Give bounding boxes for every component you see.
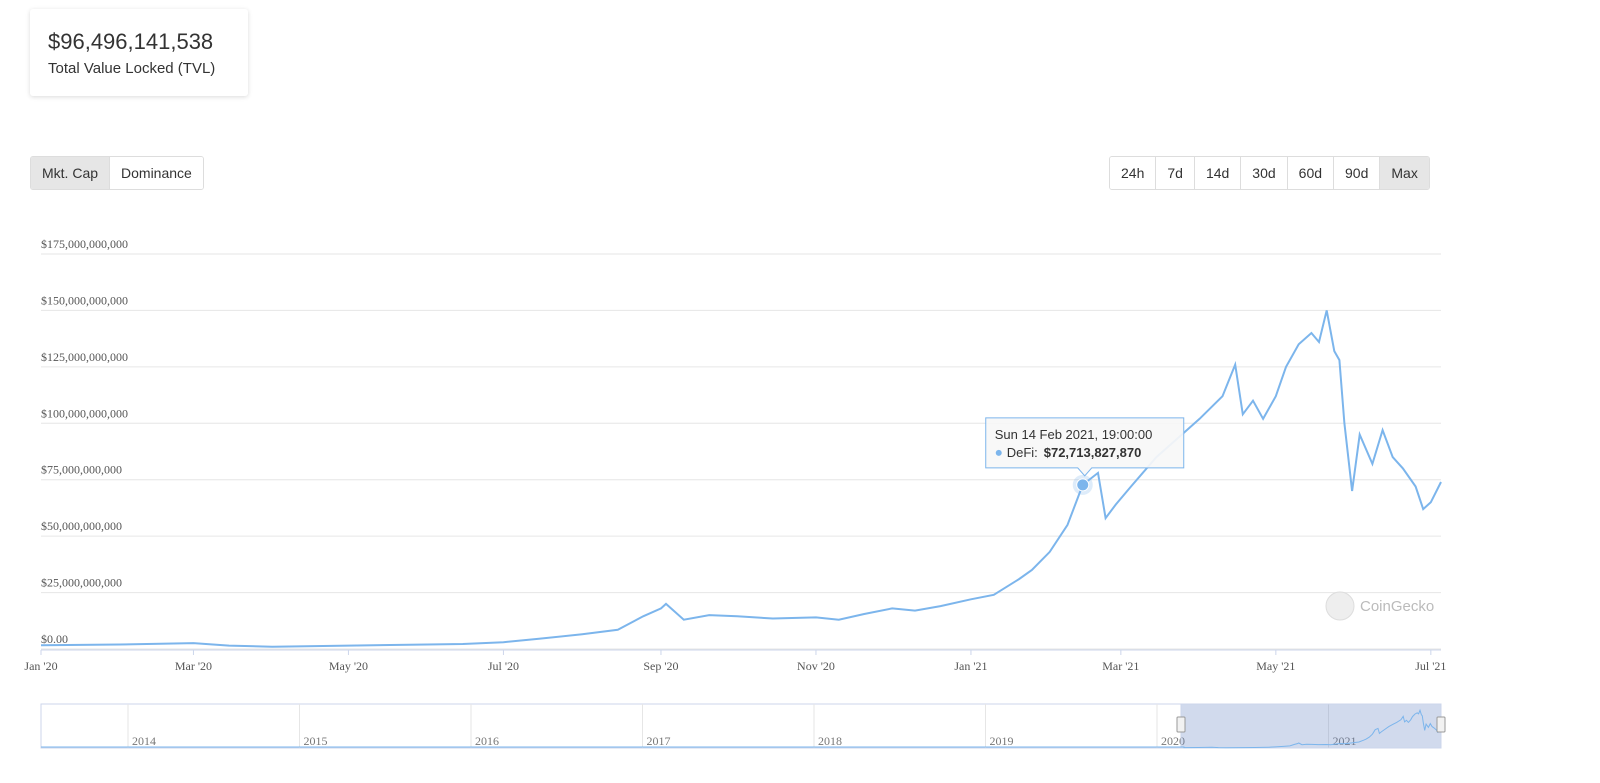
navigator-line <box>41 708 1442 749</box>
range-toggle: 24h 7d 14d 30d 60d 90d Max <box>1109 156 1430 190</box>
tooltip-date: Sun 14 Feb 2021, 19:00:00 <box>995 427 1153 442</box>
x-tick-label: Nov '20 <box>797 659 835 673</box>
navigator-year: 2018 <box>818 734 842 748</box>
watermark: CoinGecko <box>1360 598 1434 615</box>
y-tick-label: $25,000,000,000 <box>41 576 122 590</box>
navigator-year: 2021 <box>1333 734 1357 748</box>
line-series <box>40 310 1442 648</box>
tooltip-box <box>985 417 1185 477</box>
toggle-button[interactable]: 90d <box>1334 157 1381 189</box>
x-tick-label: Mar '20 <box>175 659 212 673</box>
toggle-button[interactable]: 30d <box>1241 157 1288 189</box>
navigator-year: 2016 <box>475 734 499 748</box>
toggle-button[interactable]: Dominance <box>110 157 203 189</box>
toggle-button[interactable]: 60d <box>1287 157 1335 189</box>
y-tick-label: $150,000,000,000 <box>41 293 128 307</box>
tvl-value: $96,496,141,538 <box>48 29 214 54</box>
tvl-card: $96,496,141,538 Total Value Locked (TVL) <box>30 9 248 96</box>
navigator-year: 2019 <box>990 734 1014 748</box>
x-tick-label: Sep '20 <box>643 659 678 673</box>
y-tick-label: $125,000,000,000 <box>41 350 128 364</box>
toggle-button[interactable]: 7d <box>1156 157 1195 189</box>
toggle-button[interactable]: 14d <box>1194 157 1242 189</box>
y-tick-label: $50,000,000,000 <box>41 519 122 533</box>
tooltip-series: DeFi: <box>1007 445 1038 460</box>
tooltip-dot <box>995 449 1002 456</box>
x-tick-label: May '21 <box>1256 659 1295 673</box>
x-tick-label: May '20 <box>329 659 368 673</box>
y-tick-label: $75,000,000,000 <box>41 463 122 477</box>
y-tick-label: $175,000,000,000 <box>41 237 128 251</box>
x-tick-label: Jul '20 <box>488 659 519 673</box>
navigator-selection <box>1180 703 1442 749</box>
x-tick-label: Jan '21 <box>954 659 987 673</box>
navigator-handle[interactable] <box>1436 716 1446 733</box>
navigator-year: 2015 <box>304 734 328 748</box>
hover-point <box>1076 478 1090 492</box>
x-tick-label: Mar '21 <box>1102 659 1139 673</box>
toggle-button[interactable]: Max <box>1380 157 1429 189</box>
toggle-button[interactable]: 24h <box>1110 157 1157 189</box>
y-tick-label: $0.00 <box>41 632 68 646</box>
toggle-button[interactable]: Mkt. Cap <box>31 157 111 189</box>
tooltip-value: $72,713,827,870 <box>1044 445 1142 460</box>
x-tick-label: Jan '20 <box>24 659 57 673</box>
x-tick-label: Jul '21 <box>1415 659 1446 673</box>
y-tick-label: $100,000,000,000 <box>41 406 128 420</box>
navigator-year: 2020 <box>1161 734 1185 748</box>
watermark-logo <box>1325 591 1355 621</box>
navigator-year: 2017 <box>647 734 671 748</box>
navigator-year: 2014 <box>132 734 156 748</box>
view-toggle: Mkt. Cap Dominance <box>30 156 204 190</box>
navigator-handle[interactable] <box>1176 716 1186 733</box>
tvl-label: Total Value Locked (TVL) <box>48 60 216 77</box>
